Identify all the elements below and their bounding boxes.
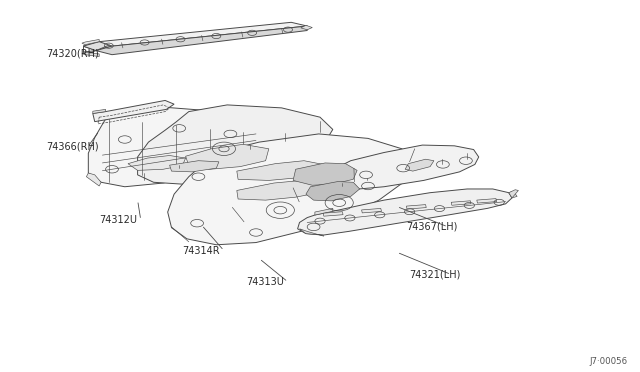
Polygon shape [237,180,320,200]
Polygon shape [293,163,357,185]
Polygon shape [168,134,415,245]
Polygon shape [83,22,307,51]
Polygon shape [330,145,479,190]
Polygon shape [138,105,333,184]
Polygon shape [477,199,497,203]
Polygon shape [406,205,426,209]
Text: 74312U: 74312U [99,215,137,225]
Polygon shape [96,26,307,55]
Polygon shape [93,109,106,113]
Text: 74320(RH): 74320(RH) [46,49,99,59]
Polygon shape [82,52,99,57]
Polygon shape [170,161,219,172]
Polygon shape [88,107,269,187]
Polygon shape [300,229,324,236]
Polygon shape [509,190,518,198]
Text: J7·00056: J7·00056 [589,357,627,366]
Polygon shape [301,25,312,30]
Polygon shape [93,100,174,122]
Polygon shape [86,173,101,186]
Polygon shape [83,42,112,51]
Polygon shape [315,208,333,215]
Polygon shape [323,212,343,216]
Polygon shape [298,189,512,235]
Text: 74321(LH): 74321(LH) [410,270,461,279]
Polygon shape [405,159,434,171]
Polygon shape [509,191,517,198]
Polygon shape [451,201,471,205]
Text: 74313U: 74313U [246,277,284,287]
Polygon shape [186,144,269,169]
Text: 74367(LH): 74367(LH) [406,222,458,232]
Polygon shape [237,161,323,180]
Polygon shape [306,182,360,201]
Polygon shape [128,155,186,170]
Polygon shape [362,208,381,213]
Text: 74366(RH): 74366(RH) [46,142,99,152]
Text: 74314R: 74314R [182,246,220,256]
Polygon shape [82,39,99,45]
